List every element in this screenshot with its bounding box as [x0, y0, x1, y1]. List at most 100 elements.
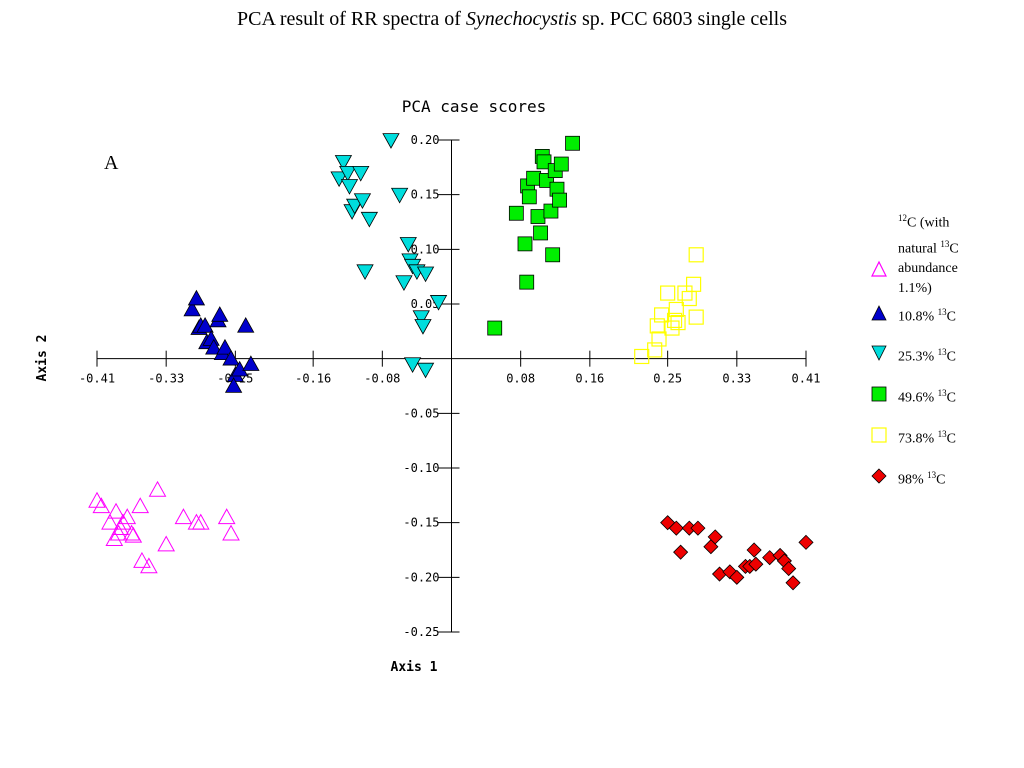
data-point: [670, 314, 686, 331]
data-point: [216, 338, 234, 355]
data-point: [685, 276, 702, 292]
data-point: [508, 205, 524, 221]
data-point: [174, 508, 193, 525]
data-point: [124, 526, 143, 543]
data-point: [352, 165, 370, 182]
y-tick-label: -0.25: [403, 625, 439, 639]
data-point: [237, 317, 255, 333]
legend-label-10-8: 10.8% 13C: [898, 304, 956, 326]
title-suffix: sp. PCC 6803 single cells: [576, 8, 787, 30]
legend-pct: 49.6%: [898, 390, 938, 406]
down-triangle-icon: [871, 345, 887, 361]
data-point: [668, 301, 684, 318]
data-point: [647, 342, 663, 358]
y-tick-label: 0.10: [411, 242, 440, 256]
legend-sup: 13: [937, 388, 947, 398]
data-point: [382, 133, 400, 149]
legend-label-98: 98% 13C: [898, 467, 946, 489]
filled-diamond-icon: [871, 468, 887, 484]
legend-pct: 10.8%: [898, 309, 938, 325]
data-point: [649, 318, 665, 334]
data-point: [651, 331, 667, 347]
data-point: [530, 209, 546, 224]
title-prefix: PCA result of RR spectra of: [237, 8, 466, 30]
y-tick-label: -0.20: [403, 570, 439, 584]
data-point: [353, 193, 372, 209]
data-point: [688, 309, 704, 325]
x-axis-label: Axis 1: [391, 660, 438, 675]
data-point: [688, 247, 704, 263]
open-square-icon: [871, 427, 887, 443]
y-tick-label: 0.05: [411, 297, 440, 311]
data-point: [798, 534, 814, 550]
data-point: [107, 502, 125, 519]
x-tick-label: 0.25: [653, 372, 682, 386]
data-point: [634, 348, 650, 365]
legend-sup: 13: [937, 429, 947, 439]
legend-pct: 25.3%: [898, 349, 938, 365]
legend-item-73-8: 73.8% 13C: [866, 424, 1016, 448]
series-5: [634, 247, 704, 365]
data-point: [217, 508, 236, 525]
data-point: [487, 320, 503, 336]
data-point: [345, 198, 364, 215]
data-point: [88, 491, 106, 508]
x-tick-label: -0.33: [148, 372, 184, 386]
data-point: [191, 513, 210, 530]
data-point: [334, 155, 353, 171]
legend-pct: 73.8%: [898, 431, 938, 447]
x-tick-label: 0.33: [722, 372, 751, 386]
chart-title: PCA case scores: [402, 97, 547, 116]
data-point: [412, 310, 430, 326]
y-tick-label: 0.15: [411, 188, 440, 202]
series-2: [183, 289, 260, 393]
data-point: [711, 566, 728, 582]
data-point: [533, 225, 548, 241]
legend-unit: C: [946, 431, 957, 447]
legend-unit: C: [946, 309, 957, 325]
data-point: [222, 524, 240, 541]
data-point: [748, 556, 764, 572]
data-point: [242, 355, 260, 371]
data-point: [118, 508, 137, 525]
data-point: [157, 535, 176, 552]
data-point: [677, 285, 693, 301]
series-4: [487, 135, 580, 336]
data-point: [519, 274, 535, 290]
data-point: [654, 307, 670, 323]
data-point: [101, 513, 119, 530]
legend-item-12c: 12C (with natural 13C abundance 1.1%): [866, 208, 1016, 296]
data-point: [746, 542, 762, 558]
axes: -0.41 -0.33 -0.25 -0.16 -0.08 0.08 0.16 0.25 0.3…: [79, 133, 821, 639]
data-point: [340, 179, 359, 195]
legend-label-49-6: 49.6% 13C: [898, 385, 956, 407]
filled-triangle-icon: [871, 305, 887, 321]
y-tick-label: 0.20: [411, 133, 440, 147]
data-point: [360, 211, 379, 228]
data-point: [403, 357, 422, 373]
series-6: [660, 515, 814, 591]
data-point: [668, 520, 684, 536]
title-species: Synechocystis: [465, 8, 577, 30]
data-point: [105, 530, 124, 546]
legend-sup: 13: [927, 470, 937, 480]
x-tick-label: 0.41: [792, 372, 821, 386]
legend-item-49-6: 49.6% 13C: [866, 383, 1016, 407]
data-point: [196, 317, 214, 333]
legend-sup-13: 13: [940, 238, 950, 249]
legend-label-73-8: 73.8% 13C: [898, 426, 956, 448]
data-point: [690, 520, 706, 536]
data-point: [545, 247, 561, 263]
data-point: [416, 266, 435, 283]
data-points: [88, 133, 814, 591]
series-1: [88, 480, 240, 574]
open-triangle-icon: [871, 260, 887, 277]
data-point: [707, 529, 723, 545]
data-point: [526, 170, 542, 186]
legend-sup: 13: [937, 347, 947, 357]
series-3: [330, 133, 448, 379]
data-point: [183, 300, 201, 317]
data-point: [92, 497, 111, 514]
legend-item-10-8: 10.8% 13C: [866, 302, 1016, 326]
data-point: [339, 165, 357, 182]
